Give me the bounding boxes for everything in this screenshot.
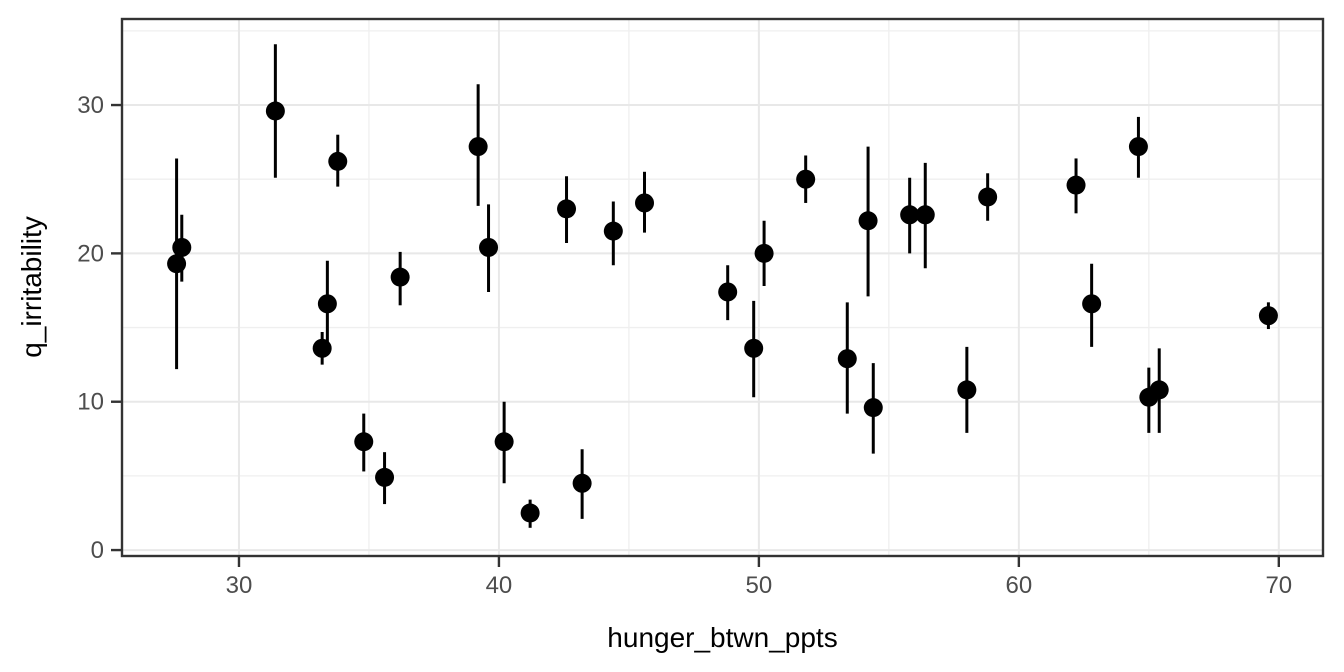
data-point bbox=[957, 380, 977, 400]
data-point bbox=[1149, 380, 1169, 400]
y-tick-label: 20 bbox=[77, 240, 104, 267]
data-point bbox=[1066, 175, 1086, 195]
data-point bbox=[468, 137, 488, 157]
data-point bbox=[796, 169, 816, 189]
data-point bbox=[1082, 294, 1102, 314]
x-tick-label: 50 bbox=[746, 572, 773, 599]
data-point bbox=[317, 294, 337, 314]
data-point bbox=[172, 237, 192, 257]
data-point bbox=[494, 432, 514, 452]
y-tick-label: 0 bbox=[91, 537, 104, 564]
data-point bbox=[328, 151, 348, 171]
data-point bbox=[354, 432, 374, 452]
data-point bbox=[375, 467, 395, 487]
data-point bbox=[520, 503, 540, 523]
data-point bbox=[900, 205, 920, 225]
data-point bbox=[863, 398, 883, 418]
data-point bbox=[978, 187, 998, 207]
x-tick-label: 30 bbox=[226, 572, 253, 599]
y-tick-label: 10 bbox=[77, 389, 104, 416]
data-point bbox=[265, 101, 285, 121]
x-axis-title: hunger_btwn_ppts bbox=[607, 622, 838, 653]
x-tick-label: 70 bbox=[1265, 572, 1292, 599]
x-tick-label: 40 bbox=[486, 572, 513, 599]
data-point bbox=[915, 205, 935, 225]
y-axis-title-text: q_irritability bbox=[16, 216, 47, 358]
data-point bbox=[603, 221, 623, 241]
data-point bbox=[557, 199, 577, 219]
data-point bbox=[718, 282, 738, 302]
data-point bbox=[479, 237, 499, 257]
x-tick-label: 60 bbox=[1005, 572, 1032, 599]
data-point bbox=[1128, 137, 1148, 157]
panel-border bbox=[120, 17, 1325, 558]
data-point bbox=[635, 193, 655, 213]
data-point bbox=[167, 254, 187, 274]
data-point bbox=[858, 211, 878, 231]
data-point bbox=[1258, 306, 1278, 326]
data-point bbox=[572, 473, 592, 493]
data-point bbox=[837, 349, 857, 369]
data-point bbox=[390, 267, 410, 287]
y-tick-label: 30 bbox=[77, 92, 104, 119]
data-point bbox=[312, 338, 332, 358]
data-point bbox=[754, 243, 774, 263]
data-point bbox=[744, 338, 764, 358]
